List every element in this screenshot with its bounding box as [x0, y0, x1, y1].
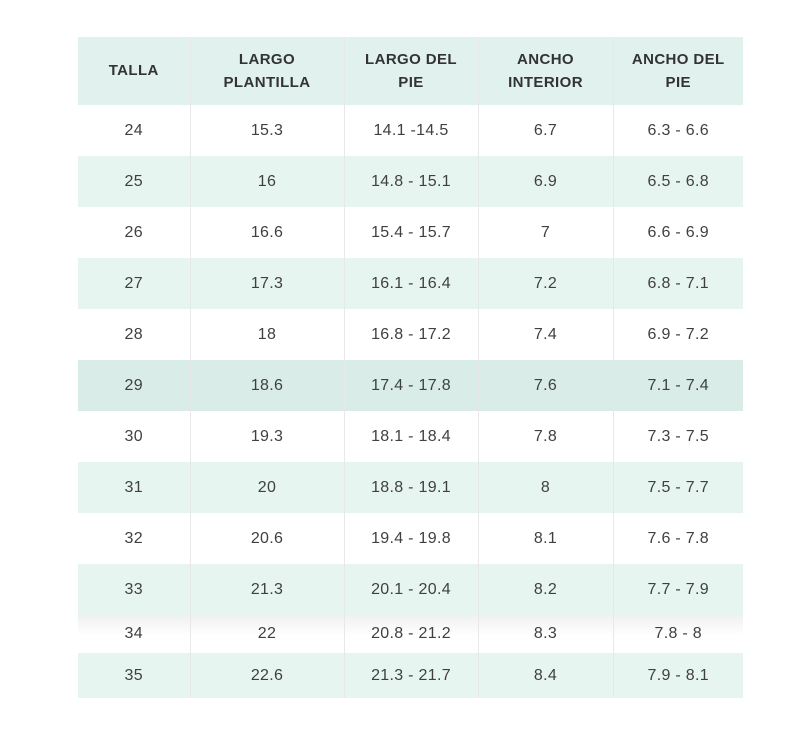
- cell-ancho_interior: 8.3: [477, 615, 613, 653]
- cell-ancho_interior: 8.1: [477, 513, 613, 564]
- table-row-talla-34: 34 22 20.8 - 21.2 8.3 7.8 - 8: [78, 615, 743, 653]
- cell-largo_plantilla: 19.3: [189, 411, 344, 462]
- cell-ancho_interior: 7.2: [477, 258, 613, 309]
- cell-ancho_interior: 8.2: [477, 564, 613, 615]
- table-row-talla-25: 25 16 14.8 - 15.1 6.9 6.5 - 6.8: [78, 156, 743, 207]
- cell-largo_del_pie: 20.1 - 20.4: [343, 564, 478, 615]
- cell-largo_plantilla: 20: [189, 462, 344, 513]
- cell-ancho_interior: 6.7: [477, 105, 613, 156]
- cell-talla: 30: [78, 411, 190, 462]
- cell-ancho_interior: 7.8: [477, 411, 613, 462]
- size-chart-table: TALLA LARGO PLANTILLA LARGO DEL PIE ANCH…: [78, 37, 743, 698]
- cell-ancho_del_pie: 6.3 - 6.6: [612, 105, 743, 156]
- cell-largo_del_pie: 18.8 - 19.1: [343, 462, 478, 513]
- cell-talla: 28: [78, 309, 190, 360]
- column-header-ancho-interior: ANCHO INTERIOR: [477, 37, 613, 105]
- cell-ancho_interior: 6.9: [477, 156, 613, 207]
- cell-largo_plantilla: 18: [189, 309, 344, 360]
- cell-ancho_interior: 8.4: [477, 653, 613, 698]
- column-header-largo-del-pie: LARGO DEL PIE: [343, 37, 478, 105]
- cell-largo_plantilla: 20.6: [189, 513, 344, 564]
- cell-talla: 34: [78, 615, 190, 653]
- cell-largo_plantilla: 18.6: [189, 360, 344, 411]
- table-row-talla-31: 31 20 18.8 - 19.1 8 7.5 - 7.7: [78, 462, 743, 513]
- cell-ancho_del_pie: 7.7 - 7.9: [612, 564, 743, 615]
- table-row-talla-35: 35 22.6 21.3 - 21.7 8.4 7.9 - 8.1: [78, 653, 743, 698]
- cell-talla: 26: [78, 207, 190, 258]
- cell-largo_plantilla: 15.3: [189, 105, 344, 156]
- cell-largo_del_pie: 20.8 - 21.2: [343, 615, 478, 653]
- cell-talla: 24: [78, 105, 190, 156]
- table-row-talla-28: 28 18 16.8 - 17.2 7.4 6.9 - 7.2: [78, 309, 743, 360]
- cell-ancho_del_pie: 7.6 - 7.8: [612, 513, 743, 564]
- cell-largo_plantilla: 21.3: [189, 564, 344, 615]
- column-header-largo-plantilla: LARGO PLANTILLA: [189, 37, 344, 105]
- cell-largo_del_pie: 21.3 - 21.7: [343, 653, 478, 698]
- cell-largo_del_pie: 16.8 - 17.2: [343, 309, 478, 360]
- cell-ancho_del_pie: 7.9 - 8.1: [612, 653, 743, 698]
- cell-ancho_interior: 7.4: [477, 309, 613, 360]
- cell-largo_del_pie: 17.4 - 17.8: [343, 360, 478, 411]
- cell-ancho_del_pie: 7.3 - 7.5: [612, 411, 743, 462]
- table-row-talla-24: 24 15.3 14.1 -14.5 6.7 6.3 - 6.6: [78, 105, 743, 156]
- table-row-talla-33: 33 21.3 20.1 - 20.4 8.2 7.7 - 7.9: [78, 564, 743, 615]
- cell-largo_plantilla: 16: [189, 156, 344, 207]
- table-header-row: TALLA LARGO PLANTILLA LARGO DEL PIE ANCH…: [78, 37, 743, 105]
- cell-ancho_del_pie: 6.5 - 6.8: [612, 156, 743, 207]
- cell-talla: 29: [78, 360, 190, 411]
- cell-talla: 31: [78, 462, 190, 513]
- cell-ancho_del_pie: 7.5 - 7.7: [612, 462, 743, 513]
- cell-talla: 35: [78, 653, 190, 698]
- cell-largo_plantilla: 17.3: [189, 258, 344, 309]
- table-row-talla-30: 30 19.3 18.1 - 18.4 7.8 7.3 - 7.5: [78, 411, 743, 462]
- cell-talla: 25: [78, 156, 190, 207]
- column-header-ancho-del-pie: ANCHO DEL PIE: [612, 37, 743, 105]
- table-body: 24 15.3 14.1 -14.5 6.7 6.3 - 6.6 25 16 14.8 - 1…: [78, 105, 743, 698]
- cell-ancho_del_pie: 6.9 - 7.2: [612, 309, 743, 360]
- cell-largo_del_pie: 16.1 - 16.4: [343, 258, 478, 309]
- table-row-talla-32: 32 20.6 19.4 - 19.8 8.1 7.6 - 7.8: [78, 513, 743, 564]
- cell-talla: 33: [78, 564, 190, 615]
- cell-ancho_interior: 7: [477, 207, 613, 258]
- cell-largo_del_pie: 14.8 - 15.1: [343, 156, 478, 207]
- table-row-talla-29: 29 18.6 17.4 - 17.8 7.6 7.1 - 7.4: [78, 360, 743, 411]
- cell-ancho_del_pie: 7.1 - 7.4: [612, 360, 743, 411]
- cell-largo_plantilla: 22.6: [189, 653, 344, 698]
- cell-largo_del_pie: 15.4 - 15.7: [343, 207, 478, 258]
- cell-largo_plantilla: 22: [189, 615, 344, 653]
- cell-ancho_interior: 8: [477, 462, 613, 513]
- cell-talla: 27: [78, 258, 190, 309]
- cell-largo_del_pie: 14.1 -14.5: [343, 105, 478, 156]
- table-row-talla-26: 26 16.6 15.4 - 15.7 7 6.6 - 6.9: [78, 207, 743, 258]
- cell-largo_del_pie: 18.1 - 18.4: [343, 411, 478, 462]
- cell-ancho_del_pie: 6.6 - 6.9: [612, 207, 743, 258]
- cell-largo_plantilla: 16.6: [189, 207, 344, 258]
- cell-ancho_del_pie: 7.8 - 8: [612, 615, 743, 653]
- cell-ancho_del_pie: 6.8 - 7.1: [612, 258, 743, 309]
- cell-talla: 32: [78, 513, 190, 564]
- table-row-talla-27: 27 17.3 16.1 - 16.4 7.2 6.8 - 7.1: [78, 258, 743, 309]
- cell-ancho_interior: 7.6: [477, 360, 613, 411]
- column-header-talla: TALLA: [78, 37, 190, 105]
- cell-largo_del_pie: 19.4 - 19.8: [343, 513, 478, 564]
